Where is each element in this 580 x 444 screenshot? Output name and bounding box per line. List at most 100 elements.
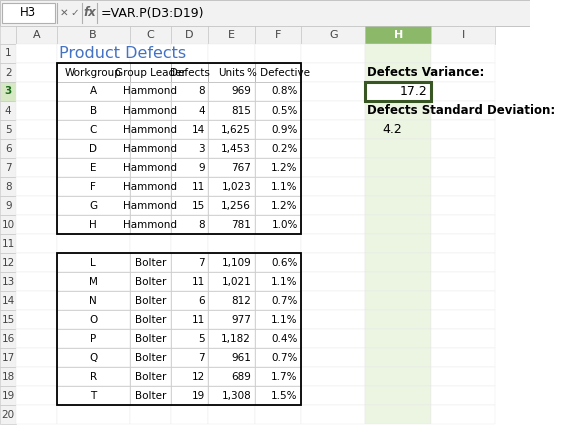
Bar bbox=[0, 44, 16, 63]
Bar bbox=[57, 234, 130, 253]
Text: Q: Q bbox=[89, 353, 97, 362]
Bar bbox=[365, 63, 431, 82]
Text: 0.8%: 0.8% bbox=[271, 87, 298, 96]
Bar bbox=[171, 63, 208, 82]
Bar bbox=[130, 386, 171, 405]
Text: 0.5%: 0.5% bbox=[271, 106, 298, 115]
Text: 9: 9 bbox=[5, 201, 12, 210]
Bar bbox=[171, 177, 208, 196]
Bar bbox=[208, 26, 255, 44]
Bar bbox=[130, 139, 171, 158]
Bar bbox=[130, 158, 171, 177]
Bar bbox=[0, 0, 530, 26]
Bar bbox=[302, 215, 365, 234]
Bar bbox=[57, 139, 130, 158]
Text: Product Defects: Product Defects bbox=[59, 46, 187, 61]
Text: 7: 7 bbox=[198, 258, 205, 267]
Bar bbox=[171, 272, 208, 291]
Bar bbox=[16, 177, 57, 196]
Bar bbox=[431, 215, 495, 234]
Bar bbox=[365, 44, 431, 63]
Bar bbox=[171, 329, 208, 348]
Bar bbox=[208, 139, 255, 158]
Bar bbox=[171, 291, 208, 310]
Bar bbox=[208, 82, 255, 101]
Text: 6: 6 bbox=[5, 143, 12, 154]
Text: 2: 2 bbox=[5, 67, 12, 78]
Text: 1,453: 1,453 bbox=[222, 143, 251, 154]
Bar bbox=[302, 367, 365, 386]
Bar bbox=[302, 405, 365, 424]
Bar bbox=[57, 120, 130, 139]
Text: 8: 8 bbox=[5, 182, 12, 191]
Text: B: B bbox=[89, 30, 97, 40]
Text: C: C bbox=[89, 124, 97, 135]
Bar bbox=[255, 82, 302, 101]
Bar bbox=[171, 120, 208, 139]
Text: G: G bbox=[89, 201, 97, 210]
Bar bbox=[302, 234, 365, 253]
Text: 7: 7 bbox=[5, 163, 12, 173]
Text: F: F bbox=[275, 30, 281, 40]
Bar bbox=[0, 101, 16, 120]
Bar bbox=[57, 367, 130, 386]
Bar bbox=[431, 329, 495, 348]
Bar bbox=[171, 291, 208, 310]
Text: 15: 15 bbox=[2, 314, 15, 325]
Bar bbox=[302, 177, 365, 196]
Bar bbox=[0, 234, 16, 253]
Bar bbox=[255, 253, 302, 272]
Bar bbox=[302, 291, 365, 310]
Bar bbox=[255, 101, 302, 120]
Bar bbox=[171, 386, 208, 405]
Bar bbox=[0, 367, 16, 386]
Text: 19: 19 bbox=[191, 391, 205, 400]
Bar bbox=[57, 158, 130, 177]
Text: 1,308: 1,308 bbox=[222, 391, 251, 400]
Bar bbox=[302, 196, 365, 215]
Bar bbox=[130, 139, 171, 158]
Bar bbox=[365, 196, 431, 215]
Bar bbox=[302, 44, 365, 63]
Bar bbox=[130, 405, 171, 424]
Bar bbox=[365, 26, 431, 44]
Text: 1.5%: 1.5% bbox=[271, 391, 298, 400]
Bar bbox=[130, 291, 171, 310]
Text: Bolter: Bolter bbox=[135, 277, 166, 286]
Text: 1.0%: 1.0% bbox=[271, 219, 298, 230]
Bar bbox=[0, 272, 16, 291]
Bar bbox=[365, 234, 431, 253]
Bar bbox=[255, 63, 302, 82]
Bar bbox=[365, 82, 431, 101]
Bar bbox=[208, 367, 255, 386]
Text: 1.1%: 1.1% bbox=[271, 314, 298, 325]
Bar bbox=[16, 120, 57, 139]
Bar bbox=[57, 253, 302, 405]
Text: 781: 781 bbox=[231, 219, 251, 230]
Bar bbox=[171, 215, 208, 234]
Text: Hammond: Hammond bbox=[123, 87, 177, 96]
Bar bbox=[208, 158, 255, 177]
Bar bbox=[365, 82, 431, 101]
Text: 4: 4 bbox=[198, 106, 205, 115]
Bar bbox=[0, 82, 16, 101]
Bar bbox=[171, 158, 208, 177]
Bar bbox=[57, 253, 130, 272]
Bar bbox=[255, 120, 302, 139]
Bar bbox=[171, 253, 208, 272]
Bar bbox=[57, 310, 130, 329]
Bar bbox=[130, 253, 171, 272]
Bar bbox=[255, 139, 302, 158]
Bar bbox=[130, 348, 171, 367]
Bar bbox=[130, 101, 171, 120]
Text: 689: 689 bbox=[231, 372, 251, 381]
Bar bbox=[255, 234, 302, 253]
Bar bbox=[16, 26, 57, 44]
Bar bbox=[130, 329, 171, 348]
Bar bbox=[16, 253, 57, 272]
Bar bbox=[255, 253, 302, 272]
Bar bbox=[302, 253, 365, 272]
Bar bbox=[302, 386, 365, 405]
Bar bbox=[208, 348, 255, 367]
Bar bbox=[171, 63, 208, 82]
